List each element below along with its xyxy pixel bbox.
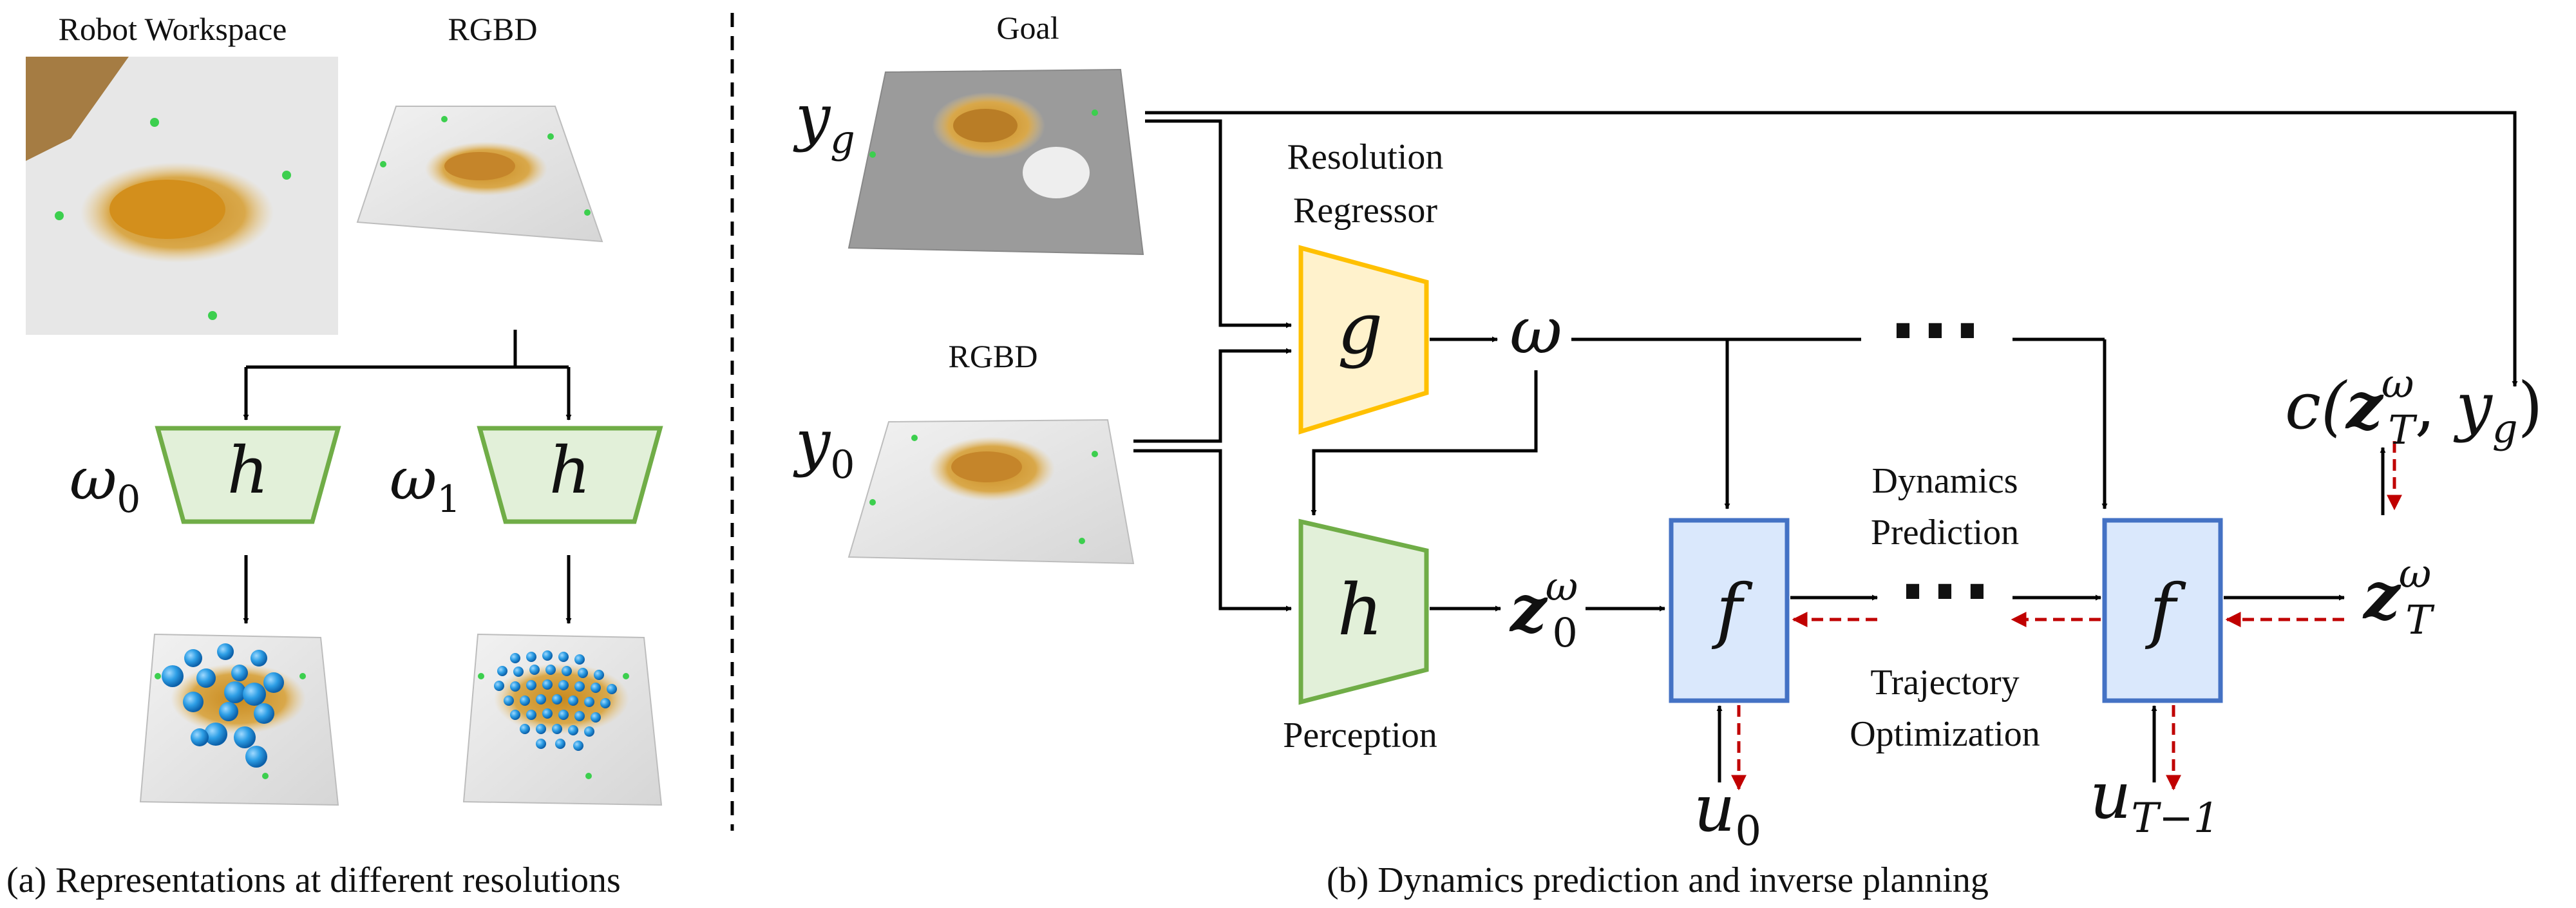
perception-symbol: h bbox=[1338, 569, 1383, 651]
split-connector bbox=[243, 330, 572, 421]
zT-label: zω T bbox=[2362, 550, 2435, 643]
encoder-h-left-symbol: h bbox=[227, 433, 269, 508]
dots-middle: ⋯ bbox=[1897, 536, 1993, 643]
dynamics-prediction-line1: Dynamics bbox=[1871, 461, 2018, 501]
encoder-h-right bbox=[477, 426, 663, 524]
encoder-h-right-symbol: h bbox=[549, 433, 591, 508]
robot-workspace-photo bbox=[26, 57, 338, 335]
goal-label: Goal bbox=[996, 10, 1059, 46]
omega-output: ω bbox=[1510, 293, 1562, 368]
omega1-label: ω1 bbox=[390, 446, 460, 521]
u0-label: u0 bbox=[1694, 771, 1761, 855]
particles-fine-surface bbox=[462, 633, 663, 806]
marker-dot bbox=[208, 311, 217, 320]
regressor-symbol: g bbox=[1338, 287, 1383, 370]
trajectory-optimization-line2: Optimization bbox=[1850, 714, 2040, 754]
y-g-label: yg bbox=[793, 81, 855, 162]
omega0-label: ω0 bbox=[70, 446, 140, 521]
regressor-title-line1: Resolution bbox=[1287, 137, 1444, 177]
cost-function: c(zω T, yg) bbox=[2285, 360, 2543, 453]
marker-dot bbox=[282, 171, 291, 180]
dynamics-prediction-line2: Prediction bbox=[1871, 513, 2019, 553]
rgbd-surface-b bbox=[848, 419, 1135, 565]
gradient-arrows bbox=[1731, 441, 2402, 791]
marker-dot bbox=[150, 118, 159, 127]
panel-a: Robot Workspace RGBD h h ω0 ω1 bbox=[6, 11, 663, 900]
perception-h bbox=[1298, 518, 1429, 705]
rgbd-surface-top bbox=[356, 106, 603, 243]
resolution-regressor-g bbox=[1298, 245, 1429, 435]
y-0-label: y0 bbox=[793, 406, 855, 487]
rgbd-label-b: RGBD bbox=[949, 338, 1038, 374]
dots-top: ⋯ bbox=[1887, 275, 1984, 382]
trajectory-optimization-line1: Trajectory bbox=[1870, 663, 2019, 703]
rgbd-connectors bbox=[1133, 348, 1292, 612]
caption-b: (b) Dynamics prediction and inverse plan… bbox=[1327, 860, 1989, 900]
omega-connectors bbox=[1311, 337, 2108, 516]
particles-coarse-surface bbox=[139, 633, 339, 806]
dynamics-f-last bbox=[2102, 518, 2223, 703]
marker-dot bbox=[55, 211, 64, 220]
z0-label: zω 0 bbox=[1509, 563, 1578, 656]
regressor-title-line2: Regressor bbox=[1293, 191, 1437, 231]
dynamics-f-first bbox=[1669, 518, 1790, 703]
caption-a: (a) Representations at different resolut… bbox=[6, 860, 621, 900]
panel-b: Goal RGBD yg y0 Resolution Regressor bbox=[793, 10, 2543, 900]
rgbd-label-a: RGBD bbox=[448, 11, 538, 47]
goal-region bbox=[1023, 147, 1090, 198]
goal-surface bbox=[848, 68, 1144, 256]
robot-workspace-label: Robot Workspace bbox=[59, 11, 287, 47]
encoder-h-left bbox=[155, 426, 341, 524]
uT-label: uT−1 bbox=[2090, 758, 2219, 842]
goal-connectors bbox=[1145, 111, 2518, 387]
perception-label: Perception bbox=[1283, 715, 1437, 755]
